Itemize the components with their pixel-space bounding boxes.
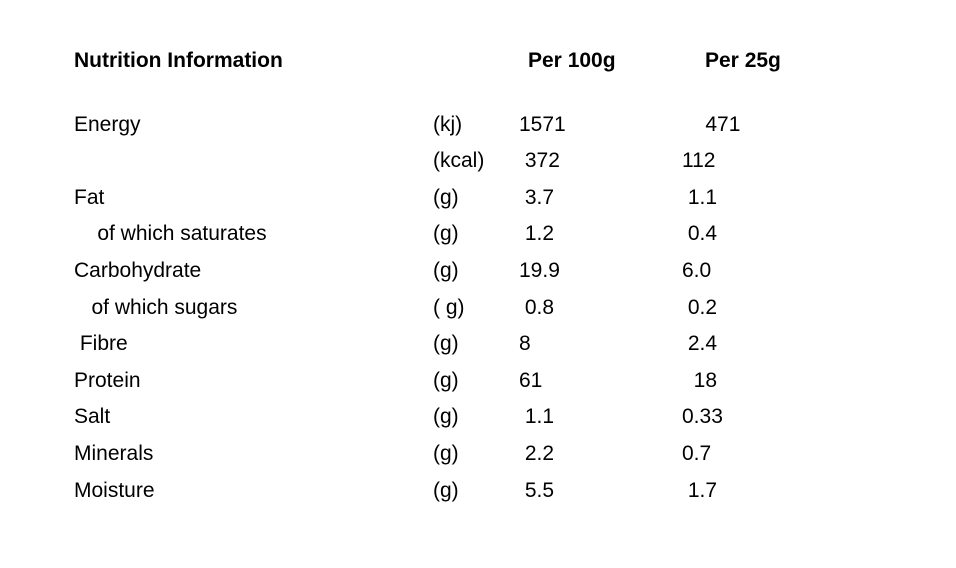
per-100g-value: 5.5 (519, 478, 555, 502)
nutrient-label: Fat (74, 185, 105, 209)
per-100g-value: 19.9 (519, 258, 560, 282)
per-25g-value: 18 (682, 368, 718, 392)
unit-cell: (g) (433, 332, 459, 356)
page-title: Nutrition Information (74, 49, 283, 72)
unit-cell: (g) (433, 478, 459, 502)
nutrient-label: Fibre (74, 332, 128, 356)
per-25g-value: 0.33 (682, 405, 723, 429)
per-25g-value: 1.1 (682, 185, 718, 209)
per-25g-value: 0.4 (682, 222, 718, 246)
per-25g-value: 471 (682, 112, 741, 136)
column-header-per-100g: Per 100g (528, 49, 616, 72)
per-25g-value: 2.4 (682, 332, 718, 356)
unit-cell: (g) (433, 258, 459, 282)
per-100g-value: 3.7 (519, 185, 555, 209)
table-row: Carbohydrate (g) 19.9 6.0 (0, 253, 956, 290)
per-25g-value: 0.7 (682, 441, 712, 465)
nutrient-label: Carbohydrate (74, 258, 202, 282)
per-100g-value: 1.1 (519, 405, 555, 429)
table-row: Minerals (g) 2.2 0.7 (0, 436, 956, 473)
per-25g-value: 1.7 (682, 478, 718, 502)
unit-cell: (g) (433, 368, 459, 392)
unit-cell: (kcal) (433, 149, 485, 173)
unit-cell: (g) (433, 441, 459, 465)
unit-cell: (g) (433, 222, 459, 246)
unit-cell: (kj) (433, 112, 463, 136)
table-row: (kcal) 372 112 (0, 143, 956, 180)
nutrient-label: Moisture (74, 478, 155, 502)
nutrient-label: Energy (74, 112, 141, 136)
per-100g-value: 372 (519, 149, 560, 173)
table-body: Energy (kj) 1571 471 (kcal) 372 112 Fat … (0, 107, 956, 510)
per-100g-value: 2.2 (519, 441, 555, 465)
per-100g-value: 1.2 (519, 222, 555, 246)
unit-cell: (g) (433, 185, 459, 209)
unit-cell: (g) (433, 405, 459, 429)
per-25g-value: 0.2 (682, 295, 718, 319)
nutrient-label: Salt (74, 405, 111, 429)
table-row: Energy (kj) 1571 471 (0, 107, 956, 144)
nutrient-label: Minerals (74, 441, 154, 465)
per-25g-value: 112 (682, 149, 716, 173)
per-100g-value: 61 (519, 368, 543, 392)
column-header-per-25g: Per 25g (705, 49, 781, 72)
table-row: Salt (g) 1.1 0.33 (0, 399, 956, 436)
header-body-gap (0, 80, 956, 107)
unit-cell: ( g) (433, 295, 465, 319)
per-25g-value: 6.0 (682, 258, 712, 282)
table-row: of which saturates (g) 1.2 0.4 (0, 216, 956, 253)
nutrient-label: of which saturates (74, 222, 267, 246)
table-row: of which sugars ( g) 0.8 0.2 (0, 290, 956, 327)
table-row: Moisture (g) 5.5 1.7 (0, 473, 956, 510)
per-100g-value: 0.8 (519, 295, 555, 319)
nutrient-label: of which sugars (74, 295, 238, 319)
nutrient-label: Protein (74, 368, 141, 392)
table-row: Fibre (g) 8 2.4 (0, 326, 956, 363)
table-row: Fat (g) 3.7 1.1 (0, 180, 956, 217)
table-row: Protein (g) 61 18 (0, 363, 956, 400)
per-100g-value: 1571 (519, 112, 566, 136)
table-header-row: Nutrition Information Per 100g Per 25g (0, 43, 956, 80)
per-100g-value: 8 (519, 332, 531, 356)
